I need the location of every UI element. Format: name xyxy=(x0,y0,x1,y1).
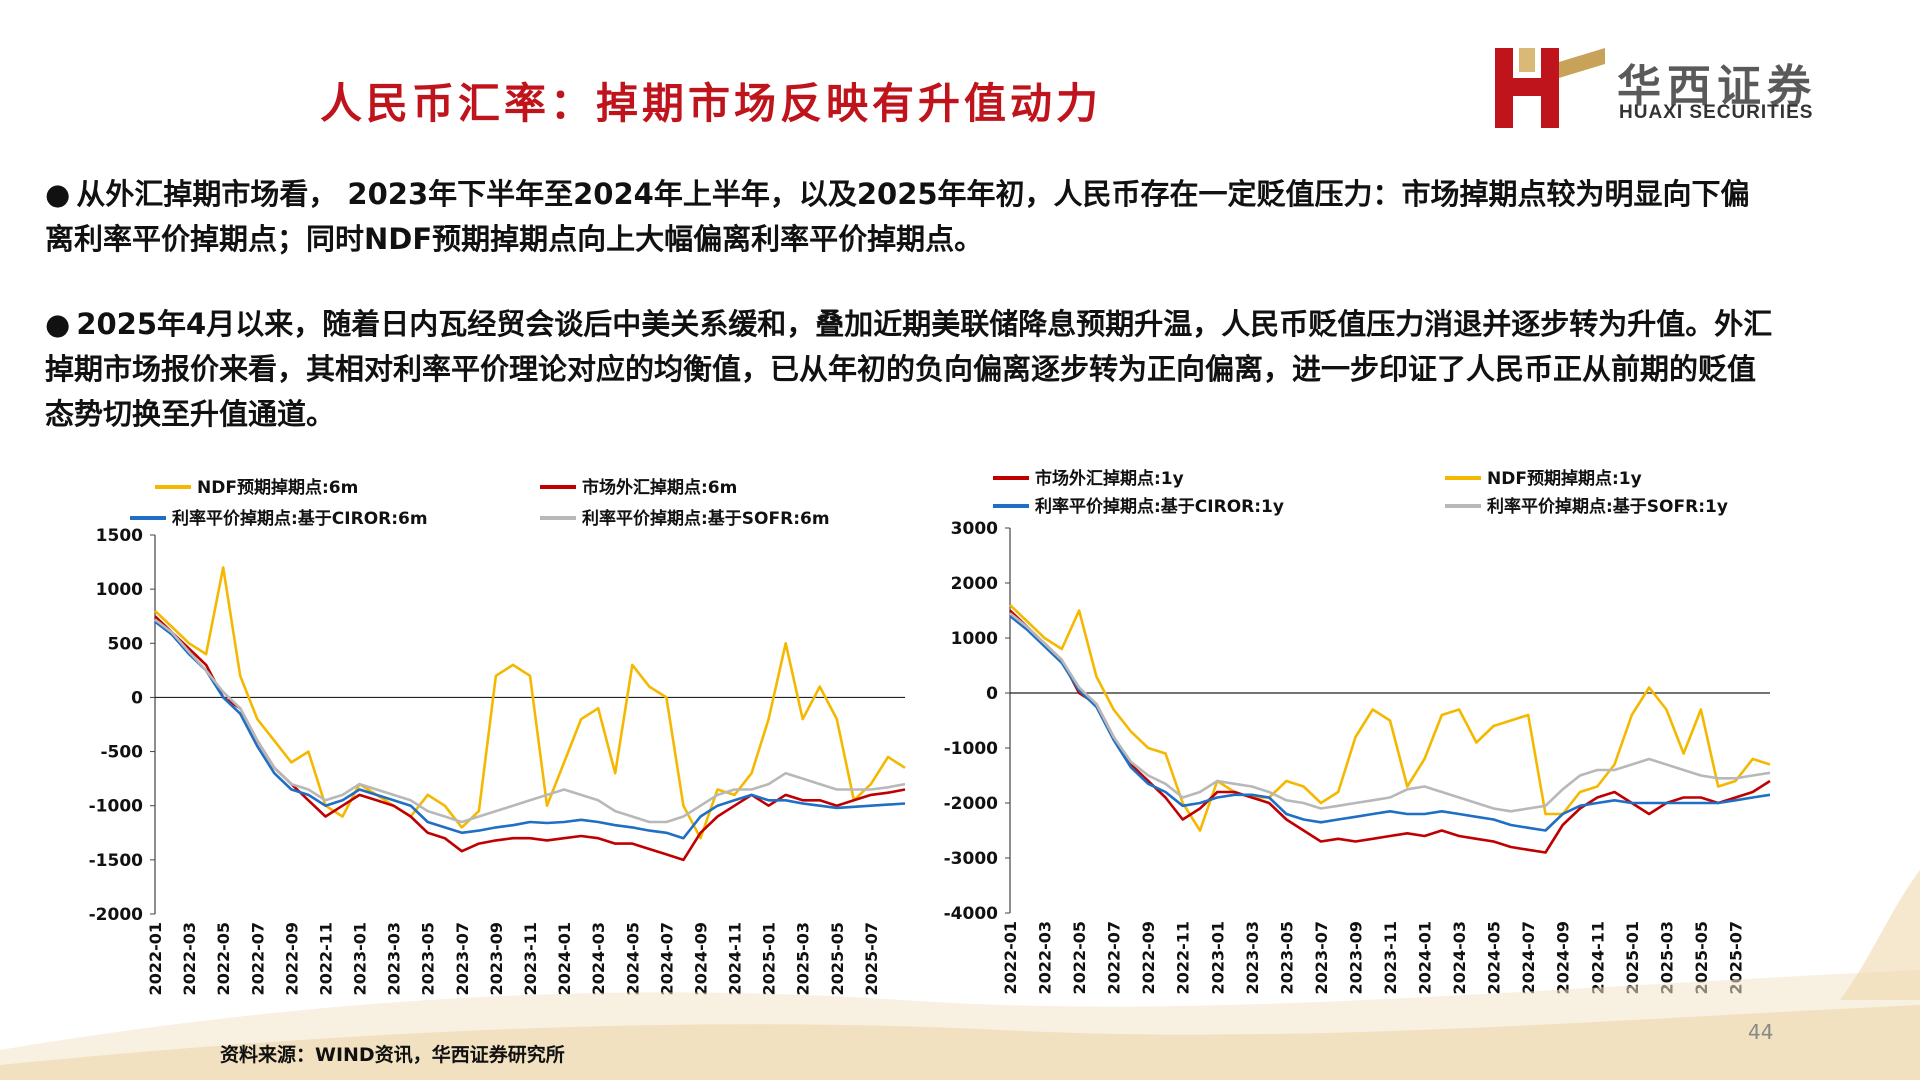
x-tick-label: 2023-07 xyxy=(453,922,472,995)
y-tick-label: 1000 xyxy=(951,629,998,649)
y-tick-label: 1500 xyxy=(96,526,143,546)
x-tick-label: 2023-01 xyxy=(1208,921,1227,994)
x-tick-label: 2022-01 xyxy=(1001,921,1020,994)
series-line xyxy=(1009,609,1771,854)
y-tick-label: -2000 xyxy=(89,905,144,925)
x-tick-label: 2023-07 xyxy=(1312,921,1331,994)
bullet-paragraph-1: ● 从外汇掉期市场看， 2023年下半年至2024年上半年，以及2025年年初，人… xyxy=(45,172,1775,262)
x-tick-label: 2022-07 xyxy=(1105,921,1124,994)
source-note: 资料来源：WIND资讯，华西证券研究所 xyxy=(220,1044,565,1066)
logo-english-name: HUAXI SECURITIES xyxy=(1619,102,1814,123)
x-tick-label: 2022-11 xyxy=(1174,921,1193,994)
legend-label: 利率平价掉期点:基于CIROR:6m xyxy=(172,508,428,529)
y-tick-label: -500 xyxy=(100,743,143,763)
x-tick-label: 2025-07 xyxy=(1726,921,1745,994)
x-tick-label: 2022-05 xyxy=(1070,921,1089,994)
x-tick-label: 2024-05 xyxy=(1485,921,1504,994)
x-tick-label: 2025-05 xyxy=(1692,921,1711,994)
x-tick-label: 2025-03 xyxy=(794,922,813,995)
x-tick-label: 2022-11 xyxy=(316,922,335,995)
y-tick-label: -1000 xyxy=(89,797,144,817)
series-line xyxy=(154,615,906,862)
y-tick-label: -2000 xyxy=(944,794,999,814)
x-tick-label: 2023-11 xyxy=(521,922,540,995)
x-tick-label: 2023-11 xyxy=(1381,921,1400,994)
y-tick-label: -1000 xyxy=(944,739,999,759)
x-tick-label: 2024-03 xyxy=(589,922,608,995)
x-tick-label: 2023-01 xyxy=(351,922,370,995)
slide-title: 人民币汇率：掉期市场反映有升值动力 xyxy=(320,79,1103,128)
y-tick-label: 500 xyxy=(108,634,144,654)
x-tick-label: 2023-05 xyxy=(419,922,438,995)
huaxi-logo-mark-icon xyxy=(1495,48,1605,128)
legend-label: 市场外汇掉期点:6m xyxy=(582,477,737,498)
page-number: 44 xyxy=(1748,1020,1774,1044)
series-line xyxy=(154,566,906,840)
bullet-dot: ● xyxy=(45,307,71,341)
x-tick-label: 2024-11 xyxy=(726,922,745,995)
y-tick-label: 0 xyxy=(131,688,143,708)
x-tick-label: 2024-09 xyxy=(1554,921,1573,994)
legend-label: NDF预期掉期点:6m xyxy=(197,477,358,498)
legend-label: 利率平价掉期点:基于CIROR:1y xyxy=(1035,496,1284,517)
x-tick-label: 2024-01 xyxy=(1416,921,1435,994)
y-tick-label: 1000 xyxy=(96,580,143,600)
bullet-text-1: 从外汇掉期市场看， 2023年下半年至2024年上半年，以及2025年年初，人民… xyxy=(45,177,1750,256)
x-tick-label: 2025-07 xyxy=(862,922,881,995)
x-tick-label: 2024-03 xyxy=(1450,921,1469,994)
x-tick-label: 2025-03 xyxy=(1657,921,1676,994)
x-tick-label: 2022-05 xyxy=(214,922,233,995)
x-tick-label: 2025-01 xyxy=(1623,921,1642,994)
legend-label: 市场外汇掉期点:1y xyxy=(1035,468,1184,489)
x-tick-label: 2022-07 xyxy=(248,922,267,995)
gold-corner-decoration xyxy=(1840,870,1920,1000)
x-tick-label: 2024-09 xyxy=(691,922,710,995)
x-tick-label: 2024-07 xyxy=(657,922,676,995)
swap-points-chart-6m: NDF预期掉期点:6m 市场外汇掉期点:6m 利率平价掉期点:基于CIROR:6m 利… xyxy=(89,477,906,995)
y-tick-label: 3000 xyxy=(951,519,998,539)
legend-label: 利率平价掉期点:基于SOFR:1y xyxy=(1487,496,1728,517)
x-tick-label: 2024-11 xyxy=(1588,921,1607,994)
logo-chinese-name: 华西证券 xyxy=(1617,61,1817,112)
x-tick-label: 2022-03 xyxy=(180,922,199,995)
series-line xyxy=(154,618,906,824)
x-tick-label: 2022-09 xyxy=(1139,921,1158,994)
bullet-dot: ● xyxy=(45,177,71,211)
x-tick-label: 2023-03 xyxy=(385,922,404,995)
y-tick-label: -4000 xyxy=(944,904,999,924)
x-tick-label: 2025-05 xyxy=(828,922,847,995)
series-line xyxy=(1009,604,1771,832)
series-line xyxy=(1009,612,1771,813)
legend-label: NDF预期掉期点:1y xyxy=(1487,468,1642,489)
x-tick-label: 2023-09 xyxy=(487,922,506,995)
series-line xyxy=(1009,614,1771,832)
y-tick-label: 2000 xyxy=(951,574,998,594)
y-tick-label: 0 xyxy=(986,684,998,704)
swap-points-chart-1y: 市场外汇掉期点:1y NDF预期掉期点:1y 利率平价掉期点:基于CIROR:1y 利… xyxy=(944,468,1771,994)
y-tick-label: -1500 xyxy=(89,851,144,871)
x-tick-label: 2025-01 xyxy=(760,922,779,995)
x-tick-label: 2023-09 xyxy=(1346,921,1365,994)
bullet-text-2: 2025年4月以来，随着日内瓦经贸会谈后中美关系缓和，叠加近期美联储降息预期升温… xyxy=(45,307,1773,431)
huaxi-logo: 华西证券 HUAXI SECURITIES xyxy=(1495,48,1885,128)
x-tick-label: 2024-07 xyxy=(1519,921,1538,994)
gold-wave-decoration xyxy=(0,970,1920,1080)
x-tick-label: 2023-05 xyxy=(1277,921,1296,994)
y-tick-label: -3000 xyxy=(944,849,999,869)
series-line xyxy=(154,620,906,840)
x-tick-label: 2024-05 xyxy=(623,922,642,995)
legend-label: 利率平价掉期点:基于SOFR:6m xyxy=(582,508,830,529)
bullet-paragraph-2: ● 2025年4月以来，随着日内瓦经贸会谈后中美关系缓和，叠加近期美联储降息预期升… xyxy=(45,302,1775,437)
x-tick-label: 2022-01 xyxy=(146,922,165,995)
x-tick-label: 2024-01 xyxy=(555,922,574,995)
x-tick-label: 2022-03 xyxy=(1036,921,1055,994)
x-tick-label: 2023-03 xyxy=(1243,921,1262,994)
x-tick-label: 2022-09 xyxy=(282,922,301,995)
